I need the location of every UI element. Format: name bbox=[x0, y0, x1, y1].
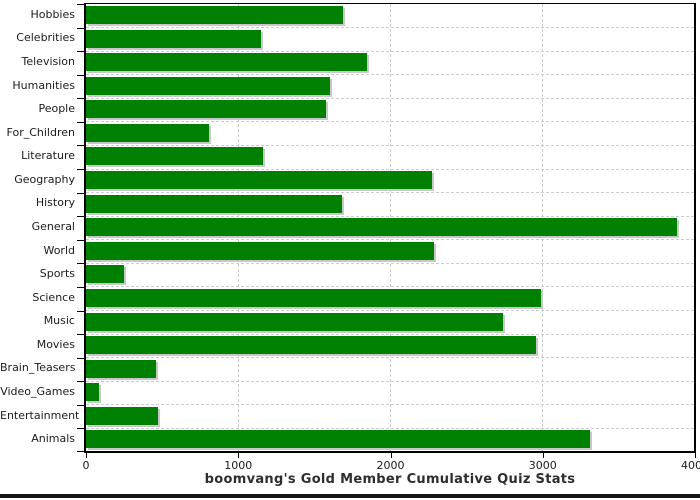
horizontal-gridline bbox=[86, 144, 694, 146]
bar-animals bbox=[86, 430, 590, 449]
y-axis-tick bbox=[77, 4, 85, 5]
y-axis-label-history: History bbox=[35, 196, 75, 210]
y-axis-label-humanities: Humanities bbox=[12, 78, 75, 92]
bar-science bbox=[86, 288, 541, 307]
y-axis-tick bbox=[77, 98, 85, 100]
horizontal-gridline bbox=[86, 27, 694, 29]
y-axis-label-music: Music bbox=[43, 314, 75, 328]
x-tick-label-4000: 4000 bbox=[681, 459, 700, 472]
horizontal-gridline bbox=[86, 427, 694, 429]
y-axis-label-video_games: Video_Games bbox=[0, 385, 75, 399]
y-axis-tick bbox=[77, 145, 85, 147]
horizontal-gridline bbox=[86, 333, 694, 335]
y-axis-label-movies: Movies bbox=[36, 337, 75, 351]
x-axis-tick-4000 bbox=[695, 453, 696, 458]
y-axis-label-literature: Literature bbox=[21, 149, 75, 163]
x-tick-label-2000: 2000 bbox=[376, 459, 405, 472]
horizontal-gridline bbox=[86, 239, 694, 241]
horizontal-gridline bbox=[86, 50, 694, 52]
y-axis-tick bbox=[77, 428, 85, 430]
y-axis-label-geography: Geography bbox=[14, 172, 75, 186]
horizontal-gridline bbox=[86, 286, 694, 288]
x-axis-tick-2000 bbox=[391, 453, 392, 458]
y-axis-label-science: Science bbox=[32, 290, 75, 304]
horizontal-gridline bbox=[86, 404, 694, 406]
y-axis-tick bbox=[77, 239, 85, 241]
bar-hobbies bbox=[86, 6, 343, 24]
bar-music bbox=[86, 312, 503, 331]
y-axis-tick bbox=[77, 51, 85, 53]
y-axis-tick bbox=[77, 216, 85, 218]
y-axis-tick bbox=[77, 169, 85, 171]
horizontal-gridline bbox=[86, 262, 694, 264]
y-axis-tick bbox=[77, 451, 85, 452]
x-axis-tick-3000 bbox=[543, 453, 544, 458]
horizontal-gridline bbox=[86, 121, 694, 123]
y-axis-label-animals: Animals bbox=[31, 432, 75, 446]
x-tick-label-0: 0 bbox=[82, 459, 90, 472]
bar-television bbox=[86, 53, 367, 72]
bar-movies bbox=[86, 336, 536, 355]
chart-title: boomvang's Gold Member Cumulative Quiz S… bbox=[204, 472, 576, 487]
x-axis-tick-1000 bbox=[238, 453, 239, 458]
y-axis-label-brain_teasers: Brain_Teasers bbox=[0, 361, 76, 375]
y-axis-label-for_children: For_Children bbox=[6, 125, 75, 139]
y-axis-tick bbox=[77, 404, 85, 406]
horizontal-gridline bbox=[86, 74, 694, 76]
bar-history bbox=[86, 194, 342, 213]
y-axis-tick bbox=[77, 286, 85, 288]
y-axis-tick bbox=[77, 381, 85, 383]
y-axis-label-celebrities: Celebrities bbox=[16, 31, 75, 45]
horizontal-gridline bbox=[86, 380, 694, 382]
bar-video_games bbox=[86, 383, 99, 402]
page-bottom-strip bbox=[0, 494, 700, 498]
x-tick-label-3000: 3000 bbox=[528, 459, 557, 472]
bar-people bbox=[86, 100, 326, 119]
y-axis-label-sports: Sports bbox=[39, 267, 75, 281]
horizontal-gridline bbox=[86, 310, 694, 312]
y-axis-label-hobbies: Hobbies bbox=[30, 7, 75, 21]
y-axis-label-people: People bbox=[38, 102, 75, 116]
bar-literature bbox=[86, 147, 263, 166]
y-axis-tick bbox=[77, 27, 85, 29]
x-axis-tick-0 bbox=[86, 453, 87, 458]
y-axis-tick bbox=[77, 310, 85, 312]
bar-general bbox=[86, 218, 677, 237]
y-axis-tick bbox=[77, 263, 85, 265]
bar-brain_teasers bbox=[86, 359, 156, 378]
bar-celebrities bbox=[86, 29, 261, 48]
y-axis-label-television: Television bbox=[21, 54, 76, 68]
x-tick-label-1000: 1000 bbox=[224, 459, 253, 472]
horizontal-gridline bbox=[86, 215, 694, 217]
bar-entertainment bbox=[86, 406, 158, 425]
y-axis-tick bbox=[77, 334, 85, 336]
horizontal-gridline bbox=[86, 192, 694, 194]
bar-humanities bbox=[86, 76, 330, 95]
bar-sports bbox=[86, 265, 124, 284]
horizontal-gridline bbox=[86, 357, 694, 359]
y-axis-label-general: General bbox=[31, 220, 75, 233]
y-axis-label-world: World bbox=[43, 243, 75, 257]
horizontal-gridline bbox=[86, 97, 694, 99]
bar-for_children bbox=[86, 123, 209, 142]
y-axis-tick bbox=[77, 192, 85, 194]
bar-geography bbox=[86, 171, 432, 190]
y-axis-label-entertainment: Entertainment bbox=[0, 408, 80, 422]
y-axis-tick bbox=[77, 121, 85, 123]
y-axis-tick bbox=[77, 357, 85, 359]
horizontal-gridline bbox=[86, 168, 694, 170]
bar-world bbox=[86, 241, 434, 260]
y-axis-tick bbox=[77, 74, 85, 76]
